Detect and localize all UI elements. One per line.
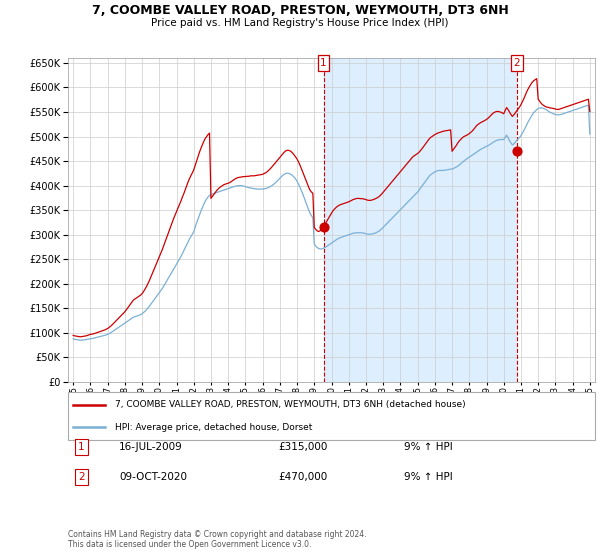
Text: 16-JUL-2009: 16-JUL-2009 xyxy=(119,442,183,452)
Point xyxy=(512,147,522,156)
Text: Contains HM Land Registry data © Crown copyright and database right 2024.
This d: Contains HM Land Registry data © Crown c… xyxy=(68,530,367,549)
Text: 9% ↑ HPI: 9% ↑ HPI xyxy=(404,442,453,452)
Text: 2: 2 xyxy=(78,472,85,482)
Text: 2: 2 xyxy=(514,58,520,68)
Text: 7, COOMBE VALLEY ROAD, PRESTON, WEYMOUTH, DT3 6NH: 7, COOMBE VALLEY ROAD, PRESTON, WEYMOUTH… xyxy=(92,4,508,17)
Text: 7, COOMBE VALLEY ROAD, PRESTON, WEYMOUTH, DT3 6NH (detached house): 7, COOMBE VALLEY ROAD, PRESTON, WEYMOUTH… xyxy=(115,400,466,409)
Text: 09-OCT-2020: 09-OCT-2020 xyxy=(119,472,187,482)
Text: 1: 1 xyxy=(78,442,85,452)
Text: 9% ↑ HPI: 9% ↑ HPI xyxy=(404,472,453,482)
Point xyxy=(319,223,328,232)
Text: 1: 1 xyxy=(320,58,327,68)
Text: £315,000: £315,000 xyxy=(278,442,328,452)
Bar xyxy=(323,58,517,382)
FancyBboxPatch shape xyxy=(68,392,595,440)
Text: Price paid vs. HM Land Registry's House Price Index (HPI): Price paid vs. HM Land Registry's House … xyxy=(151,18,449,28)
Text: £470,000: £470,000 xyxy=(278,472,327,482)
Text: HPI: Average price, detached house, Dorset: HPI: Average price, detached house, Dors… xyxy=(115,423,313,432)
